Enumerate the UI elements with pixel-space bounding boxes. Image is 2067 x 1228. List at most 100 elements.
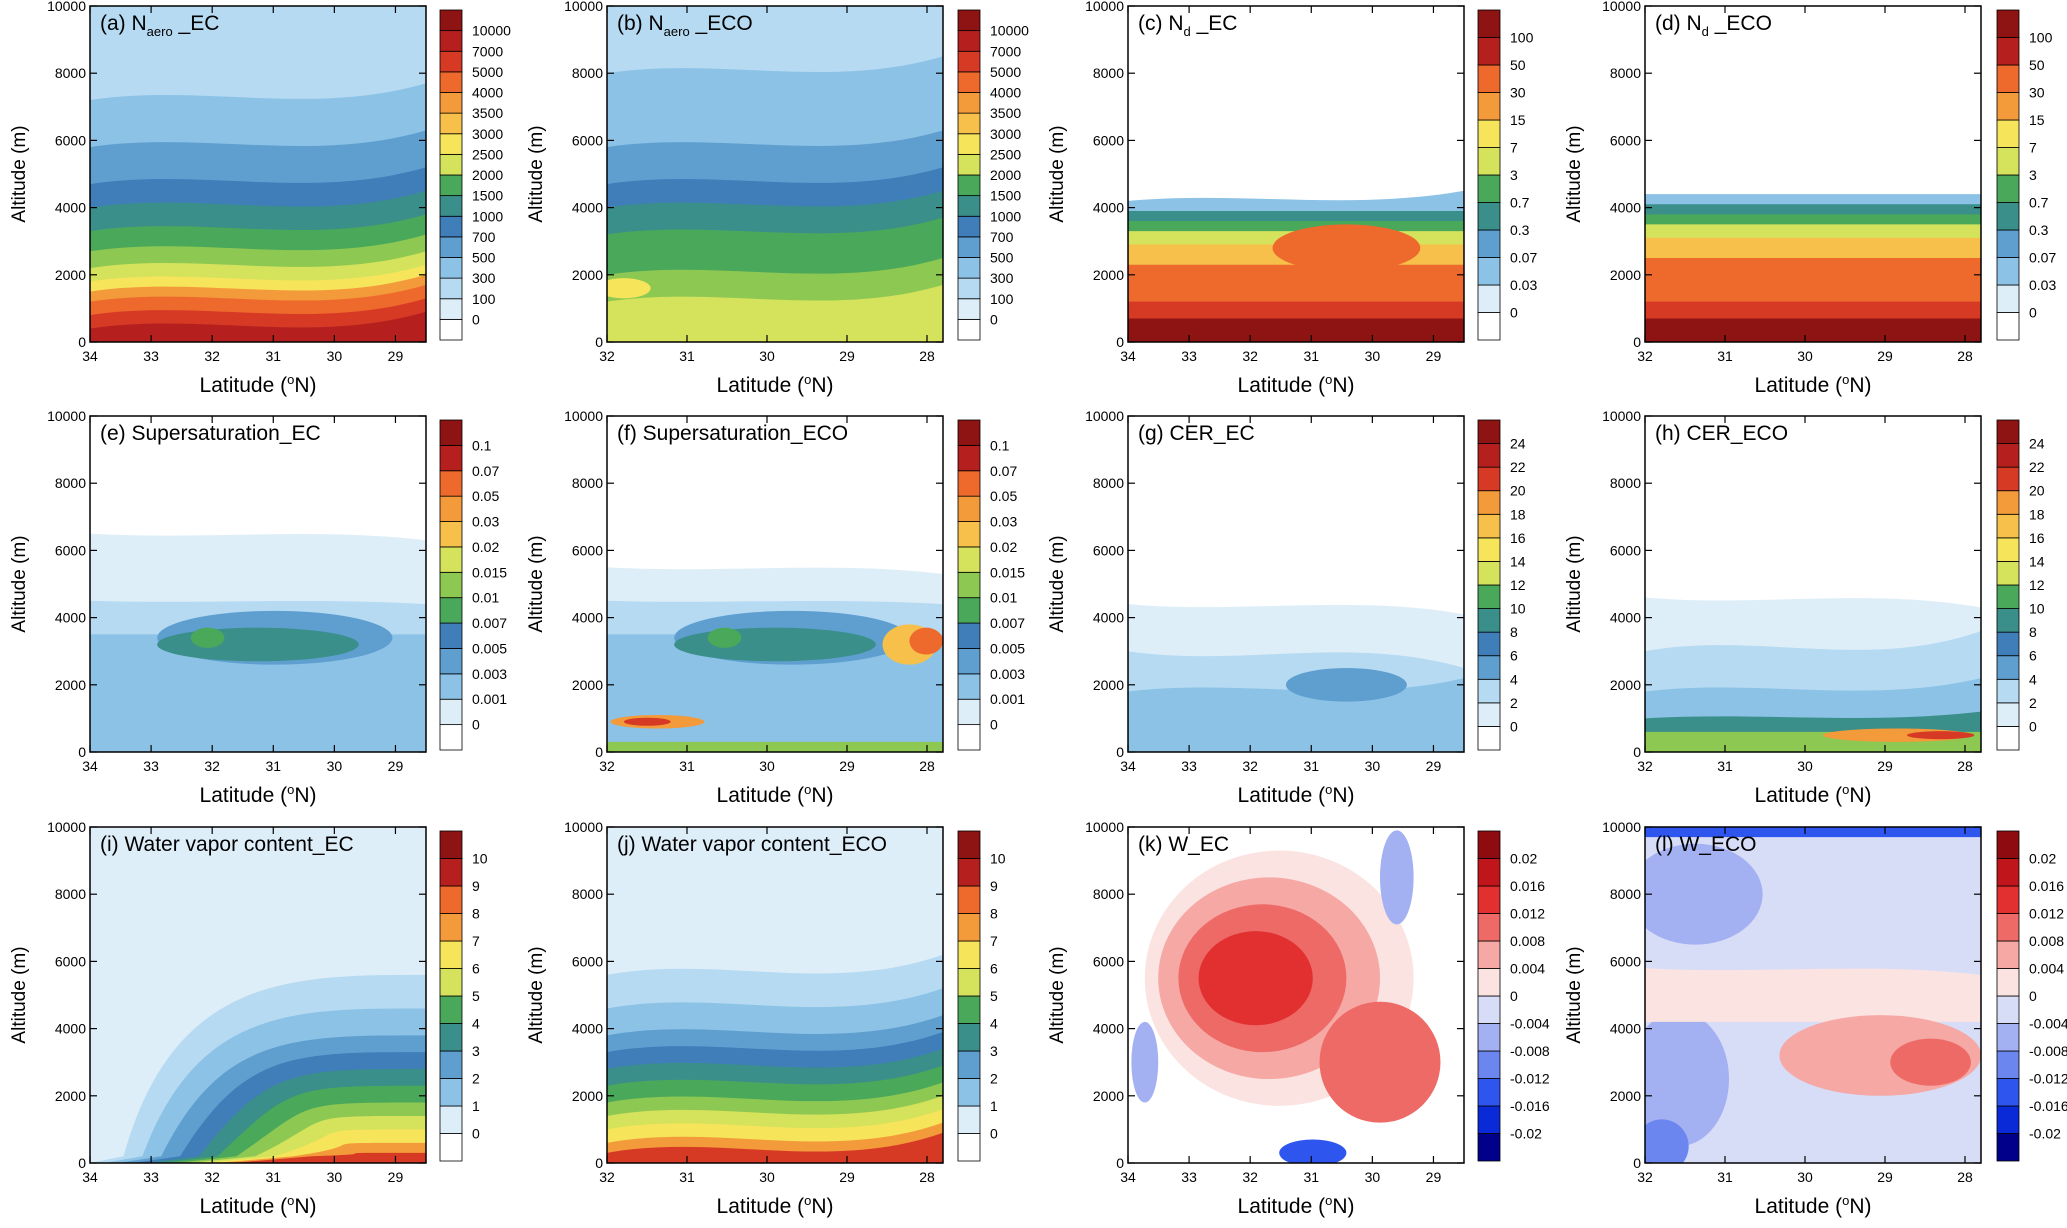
colorbar-cell [1996,419,2020,444]
x-axis-label: Latitude (oN) [1755,1193,1872,1218]
colorbar-cell [957,571,981,599]
colorbar-cell [439,112,463,135]
colorbar-label: 5000 [990,64,1021,80]
colorbar-cell [1477,92,1501,121]
colorbar-cell [957,495,981,522]
x-tick-label: 31 [265,758,281,774]
colorbar-cell [957,153,981,176]
colorbar-cell [1996,584,2020,609]
y-tick-label: 8000 [55,886,86,902]
contour-field [607,827,943,1163]
colorbar-cell [1477,229,1501,258]
colorbar-cell [1996,64,2020,93]
y-tick-label: 4000 [1610,200,1641,216]
colorbar-cell [957,9,981,32]
contour-field [1128,6,1464,342]
x-tick-label: 34 [82,348,98,364]
x-tick-label: 33 [143,758,159,774]
colorbar-label: 15 [2029,112,2045,128]
colorbar-label: 8 [990,906,998,922]
colorbar-cell [1996,1078,2020,1107]
plot-frame [1127,826,1465,1164]
colorbar-label: 3 [472,1043,480,1059]
y-tick-label: 0 [78,1155,86,1171]
contour-band [1645,968,1981,1022]
colorbar-cell [439,195,463,217]
colorbar-label: 0.015 [472,564,507,580]
x-tick-label: 34 [1120,1169,1136,1185]
x-tick-label: 30 [327,758,343,774]
x-tick-label: 33 [1181,1169,1197,1185]
colorbar-label: 0.07 [990,463,1017,479]
colorbar-cell [1477,913,1501,942]
colorbar-cell [1477,1105,1501,1134]
x-axis-label: Latitude (oN) [200,372,317,397]
x-tick-label: 31 [1717,1169,1733,1185]
colorbar-cell [1996,174,2020,203]
colorbar-label: 10000 [990,23,1029,39]
colorbar-label: 14 [1510,553,1526,569]
colorbar-cell [439,30,463,52]
colorbar-label: 0.05 [990,488,1017,504]
y-tick-label: 10000 [1085,819,1124,835]
colorbar-cell [1477,419,1501,444]
colorbar-label: 0 [2029,305,2037,321]
colorbar-label: 12 [1510,577,1526,593]
y-tick-label: 0 [78,744,86,760]
colorbar-cell [957,174,981,197]
y-tick-label: 8000 [1610,65,1641,81]
colorbar-label: 5000 [472,64,503,80]
x-tick-label: 30 [1365,348,1381,364]
colorbar-cell [439,648,463,675]
colorbar-label: 16 [2029,530,2045,546]
colorbar-label: 0.7 [2029,195,2049,211]
colorbar-label: 0.001 [472,691,507,707]
colorbar-cell [1996,257,2020,286]
y-tick-label: 4000 [55,200,86,216]
x-tick-label: 32 [204,1169,220,1185]
y-tick-label: 6000 [572,132,603,148]
x-tick-label: 34 [82,1169,98,1185]
colorbar-cell [1996,631,2020,657]
colorbar-label: 0.015 [990,564,1025,580]
colorbar-label: 0 [472,717,480,733]
colorbar-label: 0.01 [990,590,1017,606]
colorbar-cell [1477,885,1501,914]
x-tick-label: 31 [679,758,695,774]
panel-g: 0 2000 4000 6000 8000 10000 34 33 32 31 30 29 (g) CE… [1047,408,1526,807]
y-tick-label: 0 [1116,744,1124,760]
x-tick-label: 29 [1426,1169,1442,1185]
colorbar-label: 10000 [472,23,511,39]
y-tick-label: 6000 [1093,953,1124,969]
colorbar-label: 7000 [472,43,503,59]
colorbar-cell [439,470,463,497]
plot-frame [1644,5,1982,343]
contour-field [1645,827,1981,1163]
x-tick-label: 33 [1181,348,1197,364]
colorbar-cell [1477,1023,1501,1052]
y-tick-label: 4000 [572,1021,603,1037]
x-tick-label: 28 [919,1169,935,1185]
colorbar-cell [1477,726,1501,751]
colorbar-label: 500 [990,250,1014,266]
colorbar-label: 10 [1510,601,1526,617]
colorbar-cell [439,257,463,279]
colorbar-cell [1477,678,1501,704]
colorbar-cell [1996,119,2020,148]
x-tick-label: 30 [759,758,775,774]
contour-patch [1645,843,1763,945]
x-tick-label: 28 [919,758,935,774]
colorbar-cell [439,133,463,155]
colorbar-label: 0.005 [990,640,1025,656]
y-tick-label: 8000 [572,65,603,81]
colorbar-cell [957,277,981,300]
colorbar-label: 2000 [990,167,1021,183]
x-tick-label: 31 [679,1169,695,1185]
contour-patch [674,627,876,662]
y-tick-label: 2000 [1610,1088,1641,1104]
y-tick-label: 10000 [1602,408,1641,424]
colorbar-label: 100 [1510,30,1534,46]
